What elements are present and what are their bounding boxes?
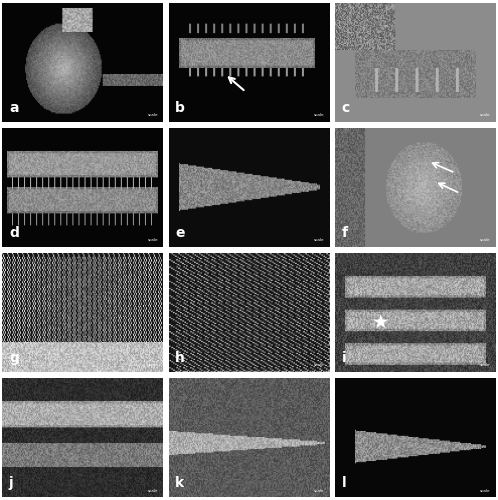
- Text: h: h: [175, 351, 185, 365]
- Text: e: e: [175, 226, 185, 240]
- Text: scale: scale: [480, 488, 491, 492]
- Text: scale: scale: [314, 113, 324, 117]
- Text: scale: scale: [480, 364, 491, 368]
- Text: f: f: [342, 226, 348, 240]
- Text: scale: scale: [314, 488, 324, 492]
- Text: scale: scale: [314, 364, 324, 368]
- Text: k: k: [175, 476, 184, 490]
- Text: scale: scale: [480, 113, 491, 117]
- Text: scale: scale: [147, 364, 158, 368]
- Text: j: j: [9, 476, 13, 490]
- Text: g: g: [9, 351, 19, 365]
- Text: l: l: [342, 476, 346, 490]
- Text: c: c: [342, 100, 350, 114]
- Text: d: d: [9, 226, 19, 240]
- Text: scale: scale: [147, 238, 158, 242]
- Text: i: i: [342, 351, 346, 365]
- Text: b: b: [175, 100, 185, 114]
- Text: scale: scale: [314, 238, 324, 242]
- Text: ★: ★: [372, 312, 389, 332]
- Text: scale: scale: [147, 488, 158, 492]
- Text: scale: scale: [147, 113, 158, 117]
- Text: a: a: [9, 100, 18, 114]
- Text: scale: scale: [480, 238, 491, 242]
